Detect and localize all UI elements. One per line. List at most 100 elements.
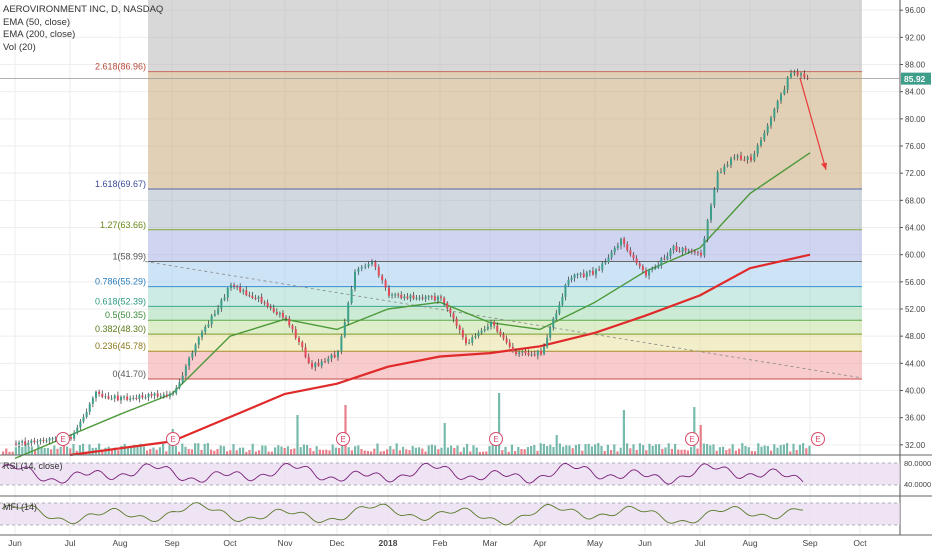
- candle-body: [374, 261, 377, 268]
- candle-body: [30, 440, 33, 443]
- candle-body: [657, 265, 660, 268]
- candle-body: [48, 438, 51, 441]
- volume-bar: [149, 448, 152, 455]
- candle-body: [248, 295, 251, 297]
- candle-body: [446, 302, 449, 309]
- earnings-marker: [166, 432, 180, 446]
- volume-bar: [46, 447, 49, 455]
- candle-body: [24, 441, 27, 445]
- candle-body: [620, 238, 622, 246]
- volume-bar: [533, 444, 536, 455]
- candle-body: [458, 325, 461, 331]
- candle-body: [433, 296, 436, 301]
- volume-bar: [517, 446, 520, 455]
- mfi-band: [0, 503, 900, 525]
- candle-body: [275, 311, 278, 315]
- candle-body: [153, 393, 156, 396]
- candle-body: [266, 302, 269, 307]
- volume-bar: [261, 445, 264, 455]
- fib-level-label: 1(58.99): [112, 252, 146, 262]
- volume-bar: [526, 447, 529, 455]
- candle-body: [236, 286, 239, 288]
- candle-body: [245, 290, 248, 296]
- y-tick-label: 52.00: [905, 305, 926, 314]
- candle-body: [330, 354, 333, 359]
- x-tick-label: May: [587, 538, 604, 548]
- volume-bar: [344, 405, 347, 455]
- candle-body: [239, 286, 242, 292]
- volume-bar: [114, 447, 117, 455]
- rsi-band: [0, 463, 900, 485]
- candle-body: [558, 304, 561, 314]
- volume-bar: [229, 450, 232, 455]
- earnings-marker: [489, 432, 503, 446]
- volume-bar: [226, 451, 229, 455]
- volume-bar: [354, 446, 357, 455]
- x-tick-label: Feb: [433, 538, 448, 548]
- volume-bar: [133, 444, 136, 455]
- volume-bar: [712, 444, 715, 455]
- volume-bar: [715, 450, 718, 455]
- volume-bar: [565, 445, 568, 455]
- volume-bar: [245, 451, 248, 455]
- volume-bar: [488, 446, 491, 455]
- earnings-marker: [685, 432, 699, 446]
- candle-body: [690, 250, 693, 252]
- candle-body: [483, 329, 486, 331]
- volume-bar: [162, 443, 165, 455]
- fib-band-top: [148, 0, 862, 72]
- candle-body: [786, 77, 789, 90]
- volume-bar: [104, 447, 107, 455]
- y-tick-label: 32.00: [905, 441, 926, 450]
- volume-bar: [142, 446, 145, 455]
- volume-bar: [318, 449, 321, 455]
- candle-body: [110, 398, 113, 400]
- volume-bar: [475, 447, 478, 455]
- volume-bar: [258, 450, 261, 455]
- candle-body: [756, 145, 759, 154]
- volume-bar: [165, 451, 168, 455]
- volume-bar: [750, 451, 753, 455]
- candle-body: [736, 155, 739, 158]
- candle-body: [357, 268, 360, 272]
- last-price-label: 85.92: [904, 74, 926, 84]
- volume-bar: [670, 448, 673, 455]
- candle-body: [288, 318, 291, 326]
- y-tick-label: 76.00: [905, 142, 926, 151]
- candle-body: [684, 248, 687, 251]
- candle-body: [776, 100, 779, 109]
- volume-bar: [514, 451, 517, 455]
- fib-band: [148, 306, 862, 321]
- candle-body: [337, 351, 339, 358]
- volume-bar: [584, 444, 587, 455]
- volume-bar: [482, 451, 485, 455]
- candle-body: [285, 317, 287, 319]
- candle-body: [201, 331, 203, 338]
- volume-bar: [763, 445, 766, 455]
- candle-body: [394, 294, 397, 296]
- volume-bar: [629, 448, 632, 455]
- ema200-line: [69, 253, 811, 457]
- volume-bar: [600, 445, 603, 455]
- volume-bar: [248, 450, 251, 455]
- volume-bar: [542, 443, 545, 455]
- candle-body: [726, 164, 729, 167]
- volume-bar: [645, 450, 648, 455]
- mfi-line: [1, 502, 804, 526]
- candle-body: [490, 321, 492, 327]
- volume-bar: [808, 445, 811, 455]
- volume-bar: [338, 448, 341, 455]
- candle-body: [773, 108, 776, 118]
- y-tick-label: 92.00: [905, 33, 926, 42]
- candle-body: [806, 77, 809, 79]
- volume-bar: [200, 449, 203, 455]
- candle-body: [162, 394, 165, 397]
- candle-body: [314, 362, 317, 368]
- chart-legend: AEROVIRONMENT INC, D, NASDAQ EMA (50, cl…: [3, 4, 163, 54]
- volume-bar: [690, 447, 693, 455]
- volume-bar: [398, 450, 401, 455]
- volume-bar: [302, 444, 305, 455]
- candle-body: [107, 396, 110, 399]
- volume-bar: [622, 410, 625, 455]
